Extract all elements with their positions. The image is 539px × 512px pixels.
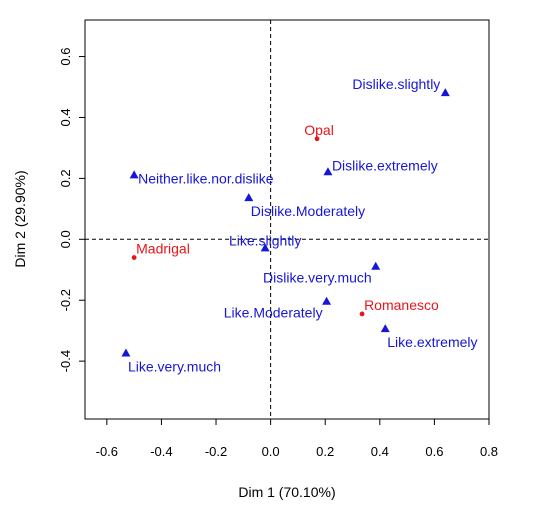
y-tick-label: 0.6 (58, 48, 73, 66)
points-layer: OpalMadrigalRomanescoDislike.slightlyDis… (121, 76, 478, 375)
y-tick-label: 0.2 (58, 169, 73, 187)
reference-lines (85, 20, 489, 419)
triangle-point (244, 193, 254, 202)
y-tick-label: 0.4 (58, 108, 73, 126)
point-label: Dislike.very.much (263, 270, 372, 286)
point-label: Opal (304, 122, 334, 138)
x-tick-label: 0.2 (316, 444, 334, 459)
x-tick-label: -0.2 (205, 444, 227, 459)
point-label: Dislike.extremely (332, 157, 438, 173)
y-tick-label: 0.0 (58, 230, 73, 248)
point-label: Like.slightly (229, 232, 301, 248)
y-tick-label: -0.2 (58, 289, 73, 311)
triangle-point (323, 167, 333, 176)
y-tick-label: -0.4 (58, 350, 73, 372)
product-series: Opal Madrigal Romanesco (131, 122, 439, 317)
x-tick-label: -0.6 (96, 444, 118, 459)
triangle-point (322, 296, 332, 305)
triangle-point (129, 170, 139, 179)
x-tick-label: -0.4 (150, 444, 172, 459)
y-axis-label: Dim 2 (29.90%) (12, 170, 28, 267)
triangle-point (371, 261, 381, 270)
category-series: Dislike.slightly Dislike.extremely Neither… (121, 76, 478, 375)
x-tick-label: 0.8 (480, 444, 498, 459)
axes-layer: -0.6 -0.4 -0.2 0.0 0.2 0.4 0.6 0.8 -0.4 -0.2 0.0 0.… (58, 48, 498, 459)
triangle-point (380, 324, 390, 333)
triangle-point (121, 348, 131, 357)
x-tick-label: 0.4 (371, 444, 389, 459)
point-label: Dislike.Moderately (251, 203, 365, 219)
dot-point (314, 136, 320, 142)
point-label: Like.extremely (387, 334, 477, 350)
triangle-point (440, 88, 450, 97)
point-label: Neither.like.nor.dislike (138, 170, 274, 186)
dot-point (359, 311, 365, 317)
triangle-point (260, 243, 270, 252)
dot-point (131, 255, 137, 260)
point-label: Like.Moderately (224, 305, 323, 321)
x-axis-label: Dim 1 (70.10%) (238, 484, 335, 500)
x-tick-label: 0.6 (425, 444, 443, 459)
point-label: Dislike.slightly (352, 76, 440, 92)
point-label: Madrigal (136, 241, 190, 257)
point-label: Like.very.much (128, 359, 221, 375)
point-label: Romanesco (364, 297, 439, 313)
x-tick-label: 0.0 (262, 444, 280, 459)
